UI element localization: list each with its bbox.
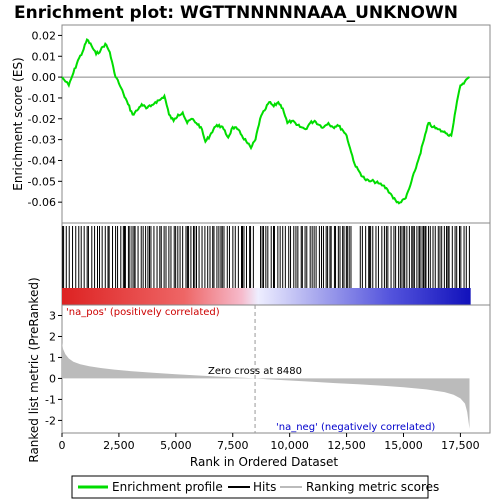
metric-y-tick-label: 3 (49, 309, 56, 322)
x-tick-label: 2,500 (103, 439, 135, 452)
legend-label-enrichment: Enrichment profile (112, 480, 223, 494)
es-y-tick-label: -0.03 (28, 134, 56, 147)
es-y-tick-label: -0.01 (28, 92, 56, 105)
es-panel: 0.02 0.01 0.00 -0.01 -0.02 -0.03 -0.04 -0.05 -0.… (11, 24, 491, 224)
metric-y-tick-label: 2 (49, 330, 56, 343)
x-axis-label: Rank in Ordered Dataset (190, 455, 338, 469)
legend-label-ranking: Ranking metric scores (306, 480, 439, 494)
hits-panel (61, 222, 491, 306)
es-y-tick-label: -0.05 (28, 175, 56, 188)
es-y-tick-label: -0.02 (28, 113, 56, 126)
legend: Enrichment profile Hits Ranking metric s… (71, 475, 439, 499)
es-panel-frame (61, 24, 491, 224)
x-tick-label: 5,000 (160, 439, 192, 452)
es-y-tick-label: 0.02 (32, 29, 57, 42)
legend-label-hits: Hits (253, 480, 276, 494)
metric-y-tick-label: -2 (45, 414, 56, 427)
x-tick-label: 7,500 (217, 439, 249, 452)
es-y-tick-label: 0.01 (32, 50, 57, 63)
x-ticks: 0 2,500 5,000 7,500 10,000 12,500 15,000 17,500 (59, 433, 480, 452)
metric-y-axis-label: Ranked list metric (PreRanked) (27, 277, 41, 462)
ranking-color-bar (62, 288, 471, 305)
es-y-tick-label: 0.00 (32, 71, 57, 84)
x-tick-label: 15,000 (384, 439, 423, 452)
metric-y-ticks: 3 2 1 0 -1 -2 (45, 309, 62, 427)
metric-y-tick-label: 0 (49, 372, 56, 385)
x-tick-label: 0 (59, 439, 66, 452)
x-tick-label: 10,000 (270, 439, 309, 452)
enrichment-profile-line (61, 38, 470, 205)
metric-panel: 3 2 1 0 -1 -2 0 2,500 5,000 7,500 10,000 12,500 15,… (27, 277, 491, 469)
hit-lines (62, 226, 470, 288)
es-y-tick-label: -0.04 (28, 154, 56, 167)
na-neg-label: 'na_neg' (negatively correlated) (276, 422, 435, 433)
es-y-axis-label: Enrichment score (ES) (11, 57, 25, 190)
es-y-ticks: 0.02 0.01 0.00 -0.01 -0.02 -0.03 -0.04 -0.05 -0.… (28, 29, 62, 209)
metric-panel-frame (61, 304, 491, 434)
es-y-tick-label: -0.06 (28, 196, 56, 209)
chart-title: Enrichment plot: WGTTNNNNNAAA_UNKNOWN (14, 3, 458, 23)
zero-cross-label: Zero cross at 8480 (208, 366, 302, 377)
x-tick-label: 12,500 (327, 439, 366, 452)
metric-y-tick-label: 1 (49, 351, 56, 364)
metric-y-tick-label: -1 (45, 393, 56, 406)
ranking-metric-area (62, 342, 470, 429)
na-pos-label: 'na_pos' (positively correlated) (66, 307, 220, 318)
x-tick-label: 17,500 (441, 439, 480, 452)
